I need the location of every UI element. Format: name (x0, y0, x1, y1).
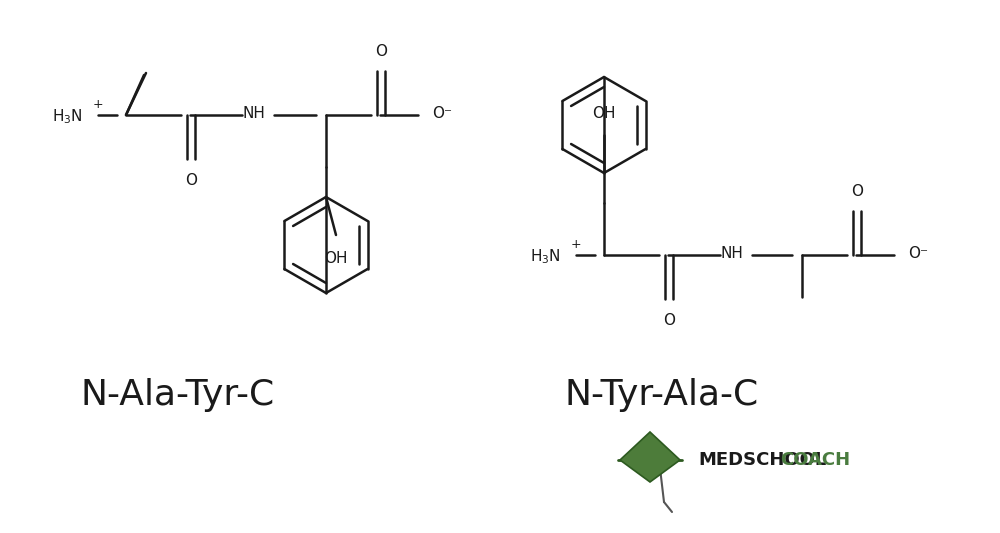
Text: OH: OH (324, 251, 348, 266)
Text: OH: OH (592, 106, 616, 121)
Text: N-Tyr-Ala-C: N-Tyr-Ala-C (565, 378, 759, 412)
Text: COACH: COACH (780, 451, 850, 469)
Text: O: O (375, 44, 387, 59)
Text: +: + (93, 99, 104, 111)
Text: $\mathsf{H_3N}$: $\mathsf{H_3N}$ (52, 108, 83, 126)
Text: O: O (663, 313, 675, 328)
Text: NH: NH (243, 106, 265, 120)
Polygon shape (620, 432, 680, 482)
Text: NH: NH (721, 246, 743, 261)
Text: MEDSCHOOL: MEDSCHOOL (698, 451, 826, 469)
Text: N-Ala-Tyr-C: N-Ala-Tyr-C (80, 378, 274, 412)
Text: O⁻: O⁻ (432, 106, 452, 120)
Text: +: + (571, 238, 582, 252)
Text: O⁻: O⁻ (908, 246, 928, 261)
Text: O: O (185, 173, 197, 188)
Text: $\mathsf{H_3N}$: $\mathsf{H_3N}$ (530, 248, 561, 266)
Text: O: O (851, 184, 863, 199)
